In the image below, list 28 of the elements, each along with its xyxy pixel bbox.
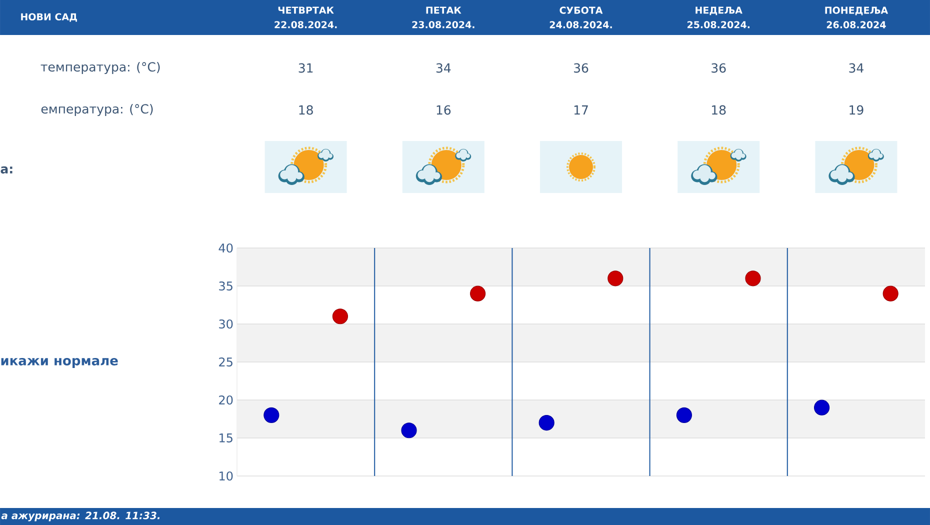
- data-label: 17: [574, 105, 588, 115]
- data-label: 31: [298, 63, 313, 73]
- text: а:: [0, 166, 12, 174]
- y-tick-label: 40: [218, 243, 233, 253]
- text: ПОНЕДЕЉА 26.08.2024: [825, 6, 888, 28]
- data-label: 18: [712, 105, 726, 115]
- y-tick-label: 30: [219, 319, 233, 329]
- text: емпература: (°C): [41, 104, 153, 116]
- data-label: 34: [436, 63, 451, 73]
- data-label: 18: [299, 105, 313, 115]
- data-label: 19: [850, 105, 864, 115]
- text: а ажурирана: 21.08. 11:33.: [1, 512, 160, 522]
- data-label: 36: [712, 63, 726, 73]
- y-tick-label: 25: [219, 357, 232, 367]
- text: температура: (°C): [40, 62, 160, 74]
- data-label: 34: [849, 63, 864, 73]
- y-tick-label: 15: [220, 434, 232, 442]
- y-tick-label: 10: [220, 471, 233, 481]
- text: НОВИ САД: [21, 13, 77, 22]
- data-label: 16: [436, 105, 451, 115]
- text: икажи нормале: [1, 358, 118, 368]
- text: ПЕТАК 23.08.2024.: [412, 6, 474, 28]
- y-tick-label: 35: [219, 281, 232, 291]
- text: СУБОТА 24.08.2024.: [550, 6, 612, 28]
- y-tick-label: 20: [219, 395, 233, 405]
- text: НЕДЕЉА 25.08.2024.: [688, 6, 750, 28]
- data-label: 36: [574, 63, 588, 73]
- text: ЧЕТВРТАК 22.08.2024.: [274, 6, 337, 28]
